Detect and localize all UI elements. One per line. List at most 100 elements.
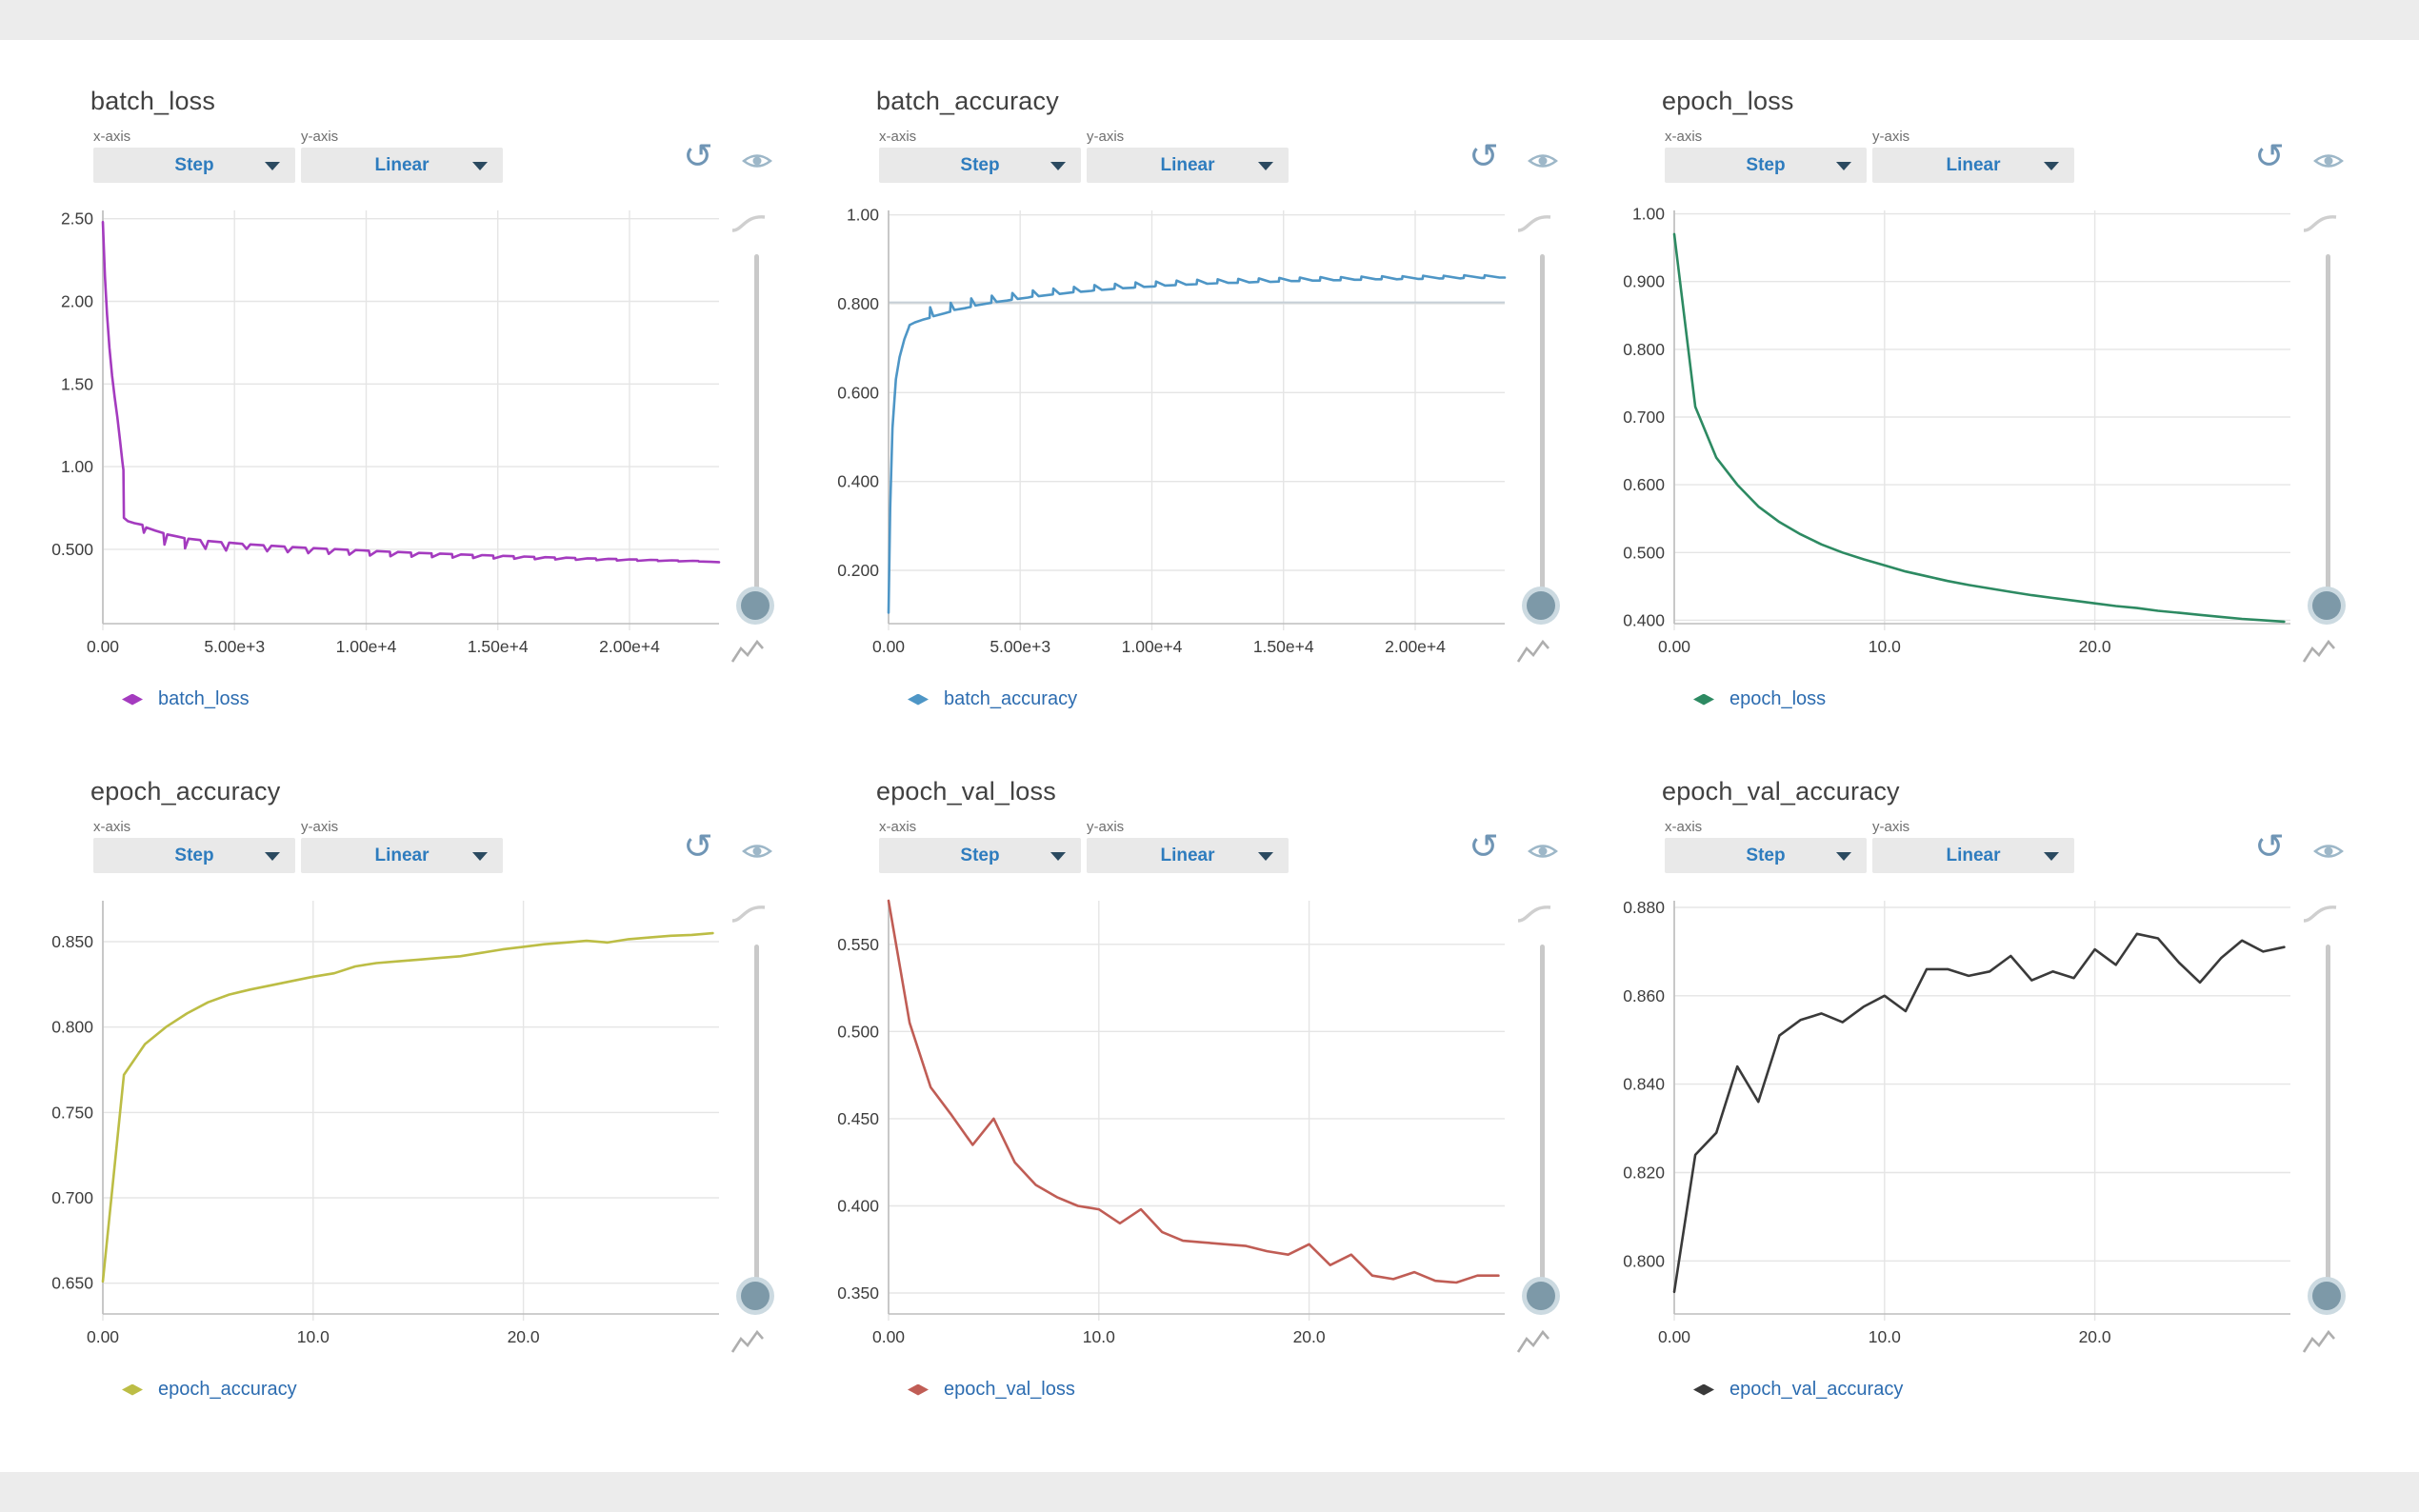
smoothing-slider-track[interactable] — [1540, 945, 1545, 1299]
smoothing-slider-thumb[interactable] — [2312, 591, 2341, 620]
smoothing-slider-thumb[interactable] — [1527, 591, 1555, 620]
refresh-icon[interactable]: ↺ — [2254, 137, 2285, 176]
chart-plot[interactable]: 0.00 5.00e+3 1.00e+4 1.50e+4 2.00e+4 2.50 2.00… — [19, 205, 790, 662]
svg-text:0.750: 0.750 — [51, 1103, 93, 1122]
eye-icon[interactable] — [1527, 840, 1559, 867]
line-chart-icon[interactable] — [1515, 639, 1551, 670]
legend-label[interactable]: epoch_val_accuracy — [1729, 1379, 1904, 1400]
x-axis-dropdown[interactable]: Step — [879, 838, 1081, 873]
refresh-icon[interactable]: ↺ — [2254, 827, 2285, 866]
svg-text:0.650: 0.650 — [51, 1274, 93, 1293]
svg-text:0.900: 0.900 — [1623, 272, 1665, 291]
y-axis-dropdown[interactable]: Linear — [301, 148, 503, 183]
svg-text:0.00: 0.00 — [87, 637, 119, 656]
chart-plot[interactable]: 0.00 10.0 20.0 0.550 0.500 0.450 0.400 0.350 — [805, 895, 1576, 1352]
legend-label[interactable]: epoch_accuracy — [158, 1379, 297, 1400]
svg-text:0.850: 0.850 — [51, 932, 93, 951]
svg-text:0.500: 0.500 — [837, 1022, 879, 1041]
refresh-icon[interactable]: ↺ — [683, 827, 713, 866]
x-axis-dropdown[interactable]: Step — [1665, 148, 1867, 183]
smoothing-curve-icon[interactable] — [1515, 901, 1553, 928]
x-axis-dropdown[interactable]: Step — [1665, 838, 1867, 873]
svg-text:2.00e+4: 2.00e+4 — [599, 637, 660, 656]
legend: batch_loss — [122, 688, 250, 710]
legend-marker — [908, 693, 929, 706]
svg-text:1.00: 1.00 — [847, 206, 879, 225]
refresh-icon[interactable]: ↺ — [683, 137, 713, 176]
x-axis-dropdown-value: Step — [960, 154, 1000, 175]
svg-text:0.400: 0.400 — [837, 1197, 879, 1216]
x-axis-dropdown[interactable]: Step — [93, 838, 295, 873]
legend: epoch_loss — [1693, 688, 1826, 710]
smoothing-curve-icon[interactable] — [1515, 210, 1553, 238]
legend-label[interactable]: batch_accuracy — [944, 688, 1078, 709]
refresh-icon[interactable]: ↺ — [1469, 137, 1499, 176]
eye-icon[interactable] — [2312, 149, 2345, 177]
y-axis-dropdown[interactable]: Linear — [1087, 148, 1289, 183]
refresh-icon[interactable]: ↺ — [1469, 827, 1499, 866]
line-chart-icon[interactable] — [730, 1329, 766, 1361]
svg-text:0.700: 0.700 — [1623, 408, 1665, 427]
svg-text:2.50: 2.50 — [61, 209, 93, 229]
smoothing-slider-track[interactable] — [1540, 254, 1545, 608]
smoothing-slider-thumb[interactable] — [1527, 1282, 1555, 1310]
svg-text:10.0: 10.0 — [1869, 637, 1901, 656]
svg-text:5.00e+3: 5.00e+3 — [990, 637, 1050, 656]
svg-text:20.0: 20.0 — [1293, 1327, 1326, 1346]
y-axis-dropdown-value: Linear — [1946, 154, 2001, 175]
x-axis-label: x-axis — [1665, 819, 1703, 835]
svg-text:0.600: 0.600 — [1623, 475, 1665, 494]
chart-plot[interactable]: 0.00 10.0 20.0 0.850 0.800 0.750 0.700 0.650 — [19, 895, 790, 1352]
svg-text:0.800: 0.800 — [837, 294, 879, 313]
line-chart-icon[interactable] — [2301, 639, 2337, 670]
legend-label[interactable]: epoch_val_loss — [944, 1379, 1075, 1400]
y-axis-dropdown[interactable]: Linear — [1872, 838, 2074, 873]
chevron-down-icon — [1050, 162, 1066, 170]
y-axis-dropdown[interactable]: Linear — [1087, 838, 1289, 873]
x-axis-dropdown[interactable]: Step — [93, 148, 295, 183]
eye-icon[interactable] — [2312, 840, 2345, 867]
svg-text:0.00: 0.00 — [1658, 637, 1690, 656]
y-axis-dropdown-value: Linear — [1946, 845, 2001, 865]
line-chart-icon[interactable] — [730, 639, 766, 670]
svg-text:1.50: 1.50 — [61, 374, 93, 393]
svg-text:0.350: 0.350 — [837, 1283, 879, 1303]
smoothing-slider-thumb[interactable] — [741, 1282, 770, 1310]
chart-plot[interactable]: 0.00 5.00e+3 1.00e+4 1.50e+4 2.00e+4 1.00 0.80… — [805, 205, 1576, 662]
legend-marker — [122, 1383, 143, 1396]
y-axis-dropdown-value: Linear — [374, 845, 430, 865]
eye-icon[interactable] — [1527, 149, 1559, 177]
chart-title: epoch_loss — [1662, 87, 1794, 115]
y-axis-label: y-axis — [1872, 129, 1910, 145]
y-axis-dropdown-value: Linear — [374, 154, 430, 175]
y-axis-label: y-axis — [1872, 819, 1910, 835]
smoothing-curve-icon[interactable] — [2301, 901, 2339, 928]
eye-icon[interactable] — [741, 149, 773, 177]
line-chart-icon[interactable] — [1515, 1329, 1551, 1361]
smoothing-slider-track[interactable] — [754, 254, 759, 608]
smoothing-slider-thumb[interactable] — [2312, 1282, 2341, 1310]
eye-icon[interactable] — [741, 840, 773, 867]
legend: epoch_accuracy — [122, 1379, 297, 1401]
smoothing-slider-thumb[interactable] — [741, 591, 770, 620]
svg-text:0.200: 0.200 — [837, 561, 879, 580]
x-axis-dropdown[interactable]: Step — [879, 148, 1081, 183]
line-chart-icon[interactable] — [2301, 1329, 2337, 1361]
smoothing-curve-icon[interactable] — [2301, 210, 2339, 238]
y-axis-dropdown[interactable]: Linear — [1872, 148, 2074, 183]
y-axis-label: y-axis — [301, 129, 339, 145]
smoothing-slider-track[interactable] — [2326, 945, 2330, 1299]
smoothing-curve-icon[interactable] — [730, 210, 768, 238]
chart-plot[interactable]: 0.00 10.0 20.0 1.00 0.900 0.800 0.700 0.600 0.50… — [1590, 205, 2362, 662]
y-axis-dropdown[interactable]: Linear — [301, 838, 503, 873]
legend-marker — [1693, 693, 1714, 706]
legend-label[interactable]: batch_loss — [158, 688, 250, 709]
svg-text:0.450: 0.450 — [837, 1109, 879, 1128]
chevron-down-icon — [1836, 852, 1851, 861]
chart-title: epoch_accuracy — [90, 777, 281, 806]
smoothing-slider-track[interactable] — [2326, 254, 2330, 608]
smoothing-slider-track[interactable] — [754, 945, 759, 1299]
chart-plot[interactable]: 0.00 10.0 20.0 0.880 0.860 0.840 0.820 0.800 — [1590, 895, 2362, 1352]
smoothing-curve-icon[interactable] — [730, 901, 768, 928]
legend-label[interactable]: epoch_loss — [1729, 688, 1827, 709]
